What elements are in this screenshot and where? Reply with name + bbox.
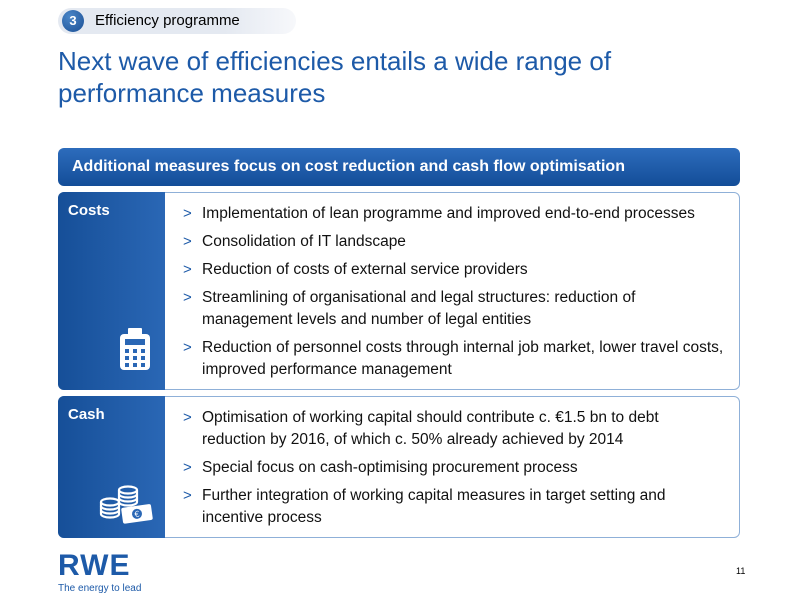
page-number: 11 xyxy=(736,566,746,576)
list-item: > Streamlining of organisational and lega… xyxy=(183,289,636,328)
cash-bullet-list: > Optimisation of working capital should … xyxy=(183,407,725,535)
rwe-logo: RWE The energy to lead xyxy=(58,549,142,595)
bullet-marker: > xyxy=(183,339,192,356)
section-tag xyxy=(58,8,296,34)
bullet-marker: > xyxy=(183,409,192,426)
list-item: > Special focus on cash-optimising procur… xyxy=(183,457,725,479)
bullet-marker: > xyxy=(183,487,192,504)
bullet-marker: > xyxy=(183,289,192,306)
costs-bullet-list: > Implementation of lean programme and im… xyxy=(183,203,725,387)
list-item: > Consolidation of IT landscape xyxy=(183,231,725,253)
list-item: > Optimisation of working capital should … xyxy=(183,409,659,448)
coins-banknote-icon: € xyxy=(98,484,154,531)
section-label: Efficiency programme xyxy=(95,12,240,29)
costs-panel: Costs > Implementation of lean programme … xyxy=(58,192,740,390)
bullet-marker: > xyxy=(183,459,192,476)
list-item: > Reduction of personnel costs through in… xyxy=(183,339,724,378)
cash-panel: Cash € > Op xyxy=(58,396,740,538)
bullet-marker: > xyxy=(183,205,192,222)
slide-title: Next wave of efficiencies entails a wide… xyxy=(58,46,612,108)
bullet-marker: > xyxy=(183,233,192,250)
list-item: > Reduction of costs of external service … xyxy=(183,259,725,281)
costs-panel-sidebar: Costs xyxy=(58,192,165,390)
calculator-icon xyxy=(120,328,150,375)
costs-label: Costs xyxy=(68,202,110,219)
logo-tagline: The energy to lead xyxy=(58,583,142,594)
bullet-marker: > xyxy=(183,261,192,278)
list-item: > Further integration of working capital … xyxy=(183,487,666,526)
svg-text:€: € xyxy=(134,510,140,520)
list-item: > Implementation of lean programme and im… xyxy=(183,203,725,225)
section-number-badge: 3 xyxy=(62,10,84,32)
summary-banner: Additional measures focus on cost reduct… xyxy=(58,148,740,186)
cash-label: Cash xyxy=(68,406,105,423)
cash-panel-sidebar: Cash € xyxy=(58,396,165,538)
logo-wordmark: RWE xyxy=(58,549,131,582)
